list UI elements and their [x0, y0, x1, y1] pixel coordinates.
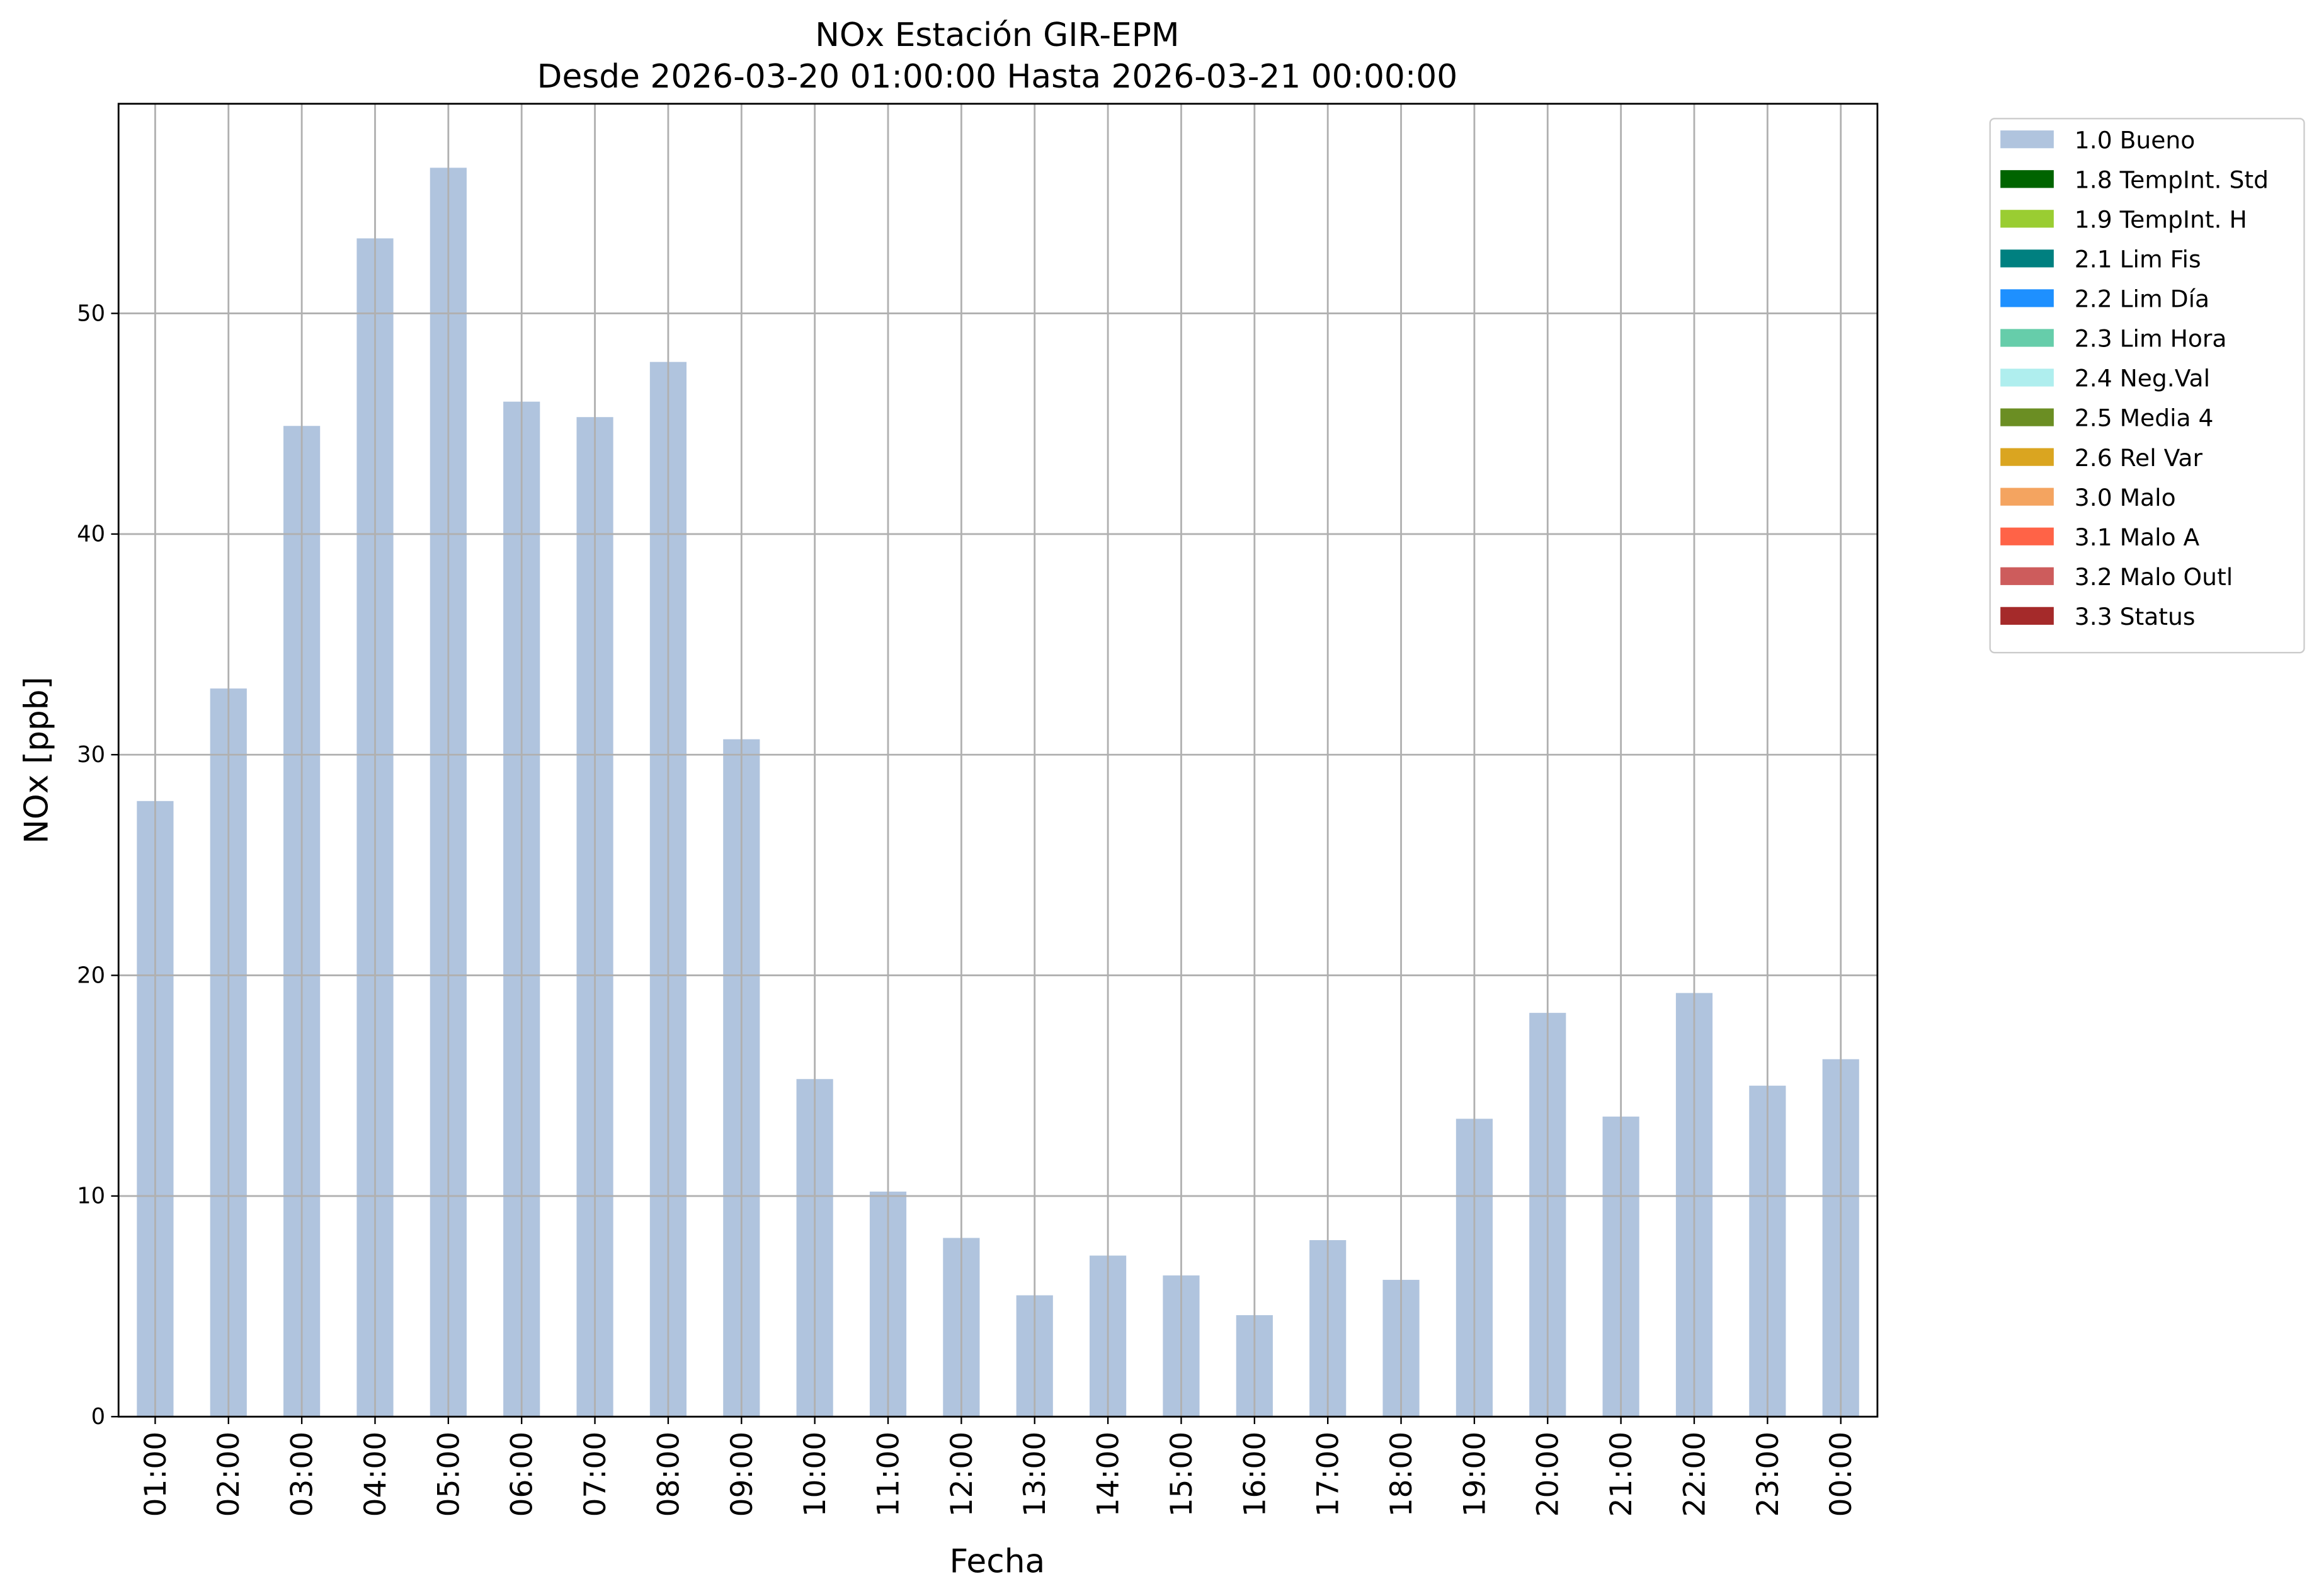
- legend-swatch: [2000, 487, 2054, 506]
- x-tick-label: 20:00: [1531, 1432, 1566, 1517]
- legend-swatch: [2000, 130, 2054, 149]
- legend-label: 2.6 Rel Var: [2075, 444, 2203, 472]
- legend-swatch: [2000, 170, 2054, 188]
- legend-swatch: [2000, 607, 2054, 625]
- x-tick-label: 16:00: [1238, 1432, 1272, 1517]
- y-axis-label: NOx [ppb]: [18, 676, 55, 843]
- legend-label: 3.2 Malo Outl: [2075, 563, 2233, 591]
- y-tick-label: 0: [91, 1404, 105, 1430]
- y-tick-label: 20: [77, 962, 105, 988]
- legend-swatch: [2000, 368, 2054, 387]
- x-tick-label: 06:00: [505, 1432, 540, 1517]
- x-tick-label: 03:00: [285, 1432, 320, 1517]
- legend-label: 2.1 Lim Fis: [2075, 245, 2201, 273]
- chart-subtitle: Desde 2026-03-20 01:00:00 Hasta 2026-03-…: [537, 58, 1458, 96]
- x-tick-label: 09:00: [725, 1432, 760, 1517]
- legend-label: 3.0 Malo: [2075, 484, 2176, 511]
- chart-title: NOx Estación GIR-EPM: [815, 16, 1179, 54]
- legend-swatch: [2000, 448, 2054, 466]
- x-axis-label: Fecha: [950, 1542, 1046, 1580]
- legend-swatch: [2000, 210, 2054, 228]
- x-tick-label: 19:00: [1457, 1432, 1492, 1517]
- x-tick-label: 02:00: [212, 1432, 246, 1517]
- legend-label: 1.8 TempInt. Std: [2075, 166, 2269, 193]
- x-tick-label: 17:00: [1311, 1432, 1346, 1517]
- x-tick-label: 01:00: [139, 1432, 173, 1517]
- x-tick-label: 10:00: [798, 1432, 833, 1517]
- x-tick-label: 23:00: [1751, 1432, 1786, 1517]
- plot-frame: [117, 103, 1879, 1418]
- legend-swatch: [2000, 329, 2054, 347]
- x-tick-label: 21:00: [1604, 1432, 1639, 1517]
- x-tick-label: 13:00: [1018, 1432, 1052, 1517]
- x-tick-label: 22:00: [1677, 1432, 1712, 1517]
- legend-label: 3.3 Status: [2075, 603, 2196, 630]
- x-tick-label: 08:00: [651, 1432, 686, 1517]
- legend-swatch: [2000, 567, 2054, 585]
- legend-label: 2.2 Lim Día: [2075, 285, 2209, 313]
- x-tick-label: 12:00: [945, 1432, 979, 1517]
- legend-label: 1.9 TempInt. H: [2075, 205, 2247, 233]
- x-tick-label: 15:00: [1165, 1432, 1199, 1517]
- legend-label: 1.0 Bueno: [2075, 126, 2195, 154]
- x-tick-label: 00:00: [1824, 1432, 1859, 1517]
- y-tick-label: 10: [77, 1183, 105, 1209]
- y-tick-label: 50: [77, 300, 105, 326]
- legend-label: 2.4 Neg.Val: [2075, 365, 2210, 392]
- legend-swatch: [2000, 408, 2054, 426]
- x-tick-label: 04:00: [358, 1432, 393, 1517]
- x-tick-label: 14:00: [1091, 1432, 1126, 1517]
- legend-swatch: [2000, 249, 2054, 268]
- legend-box: [1989, 118, 2305, 654]
- legend-swatch: [2000, 289, 2054, 307]
- legend-label: 2.3 Lim Hora: [2075, 325, 2227, 353]
- legend-label: 3.1 Malo A: [2075, 523, 2200, 551]
- x-tick-label: 18:00: [1384, 1432, 1419, 1517]
- x-tick-label: 11:00: [871, 1432, 906, 1517]
- legend-label: 2.5 Media 4: [2075, 404, 2214, 432]
- legend-swatch: [2000, 527, 2054, 545]
- x-tick-label: 07:00: [578, 1432, 613, 1517]
- y-tick-label: 30: [77, 742, 105, 768]
- x-tick-label: 05:00: [431, 1432, 466, 1517]
- y-tick-label: 40: [77, 522, 105, 547]
